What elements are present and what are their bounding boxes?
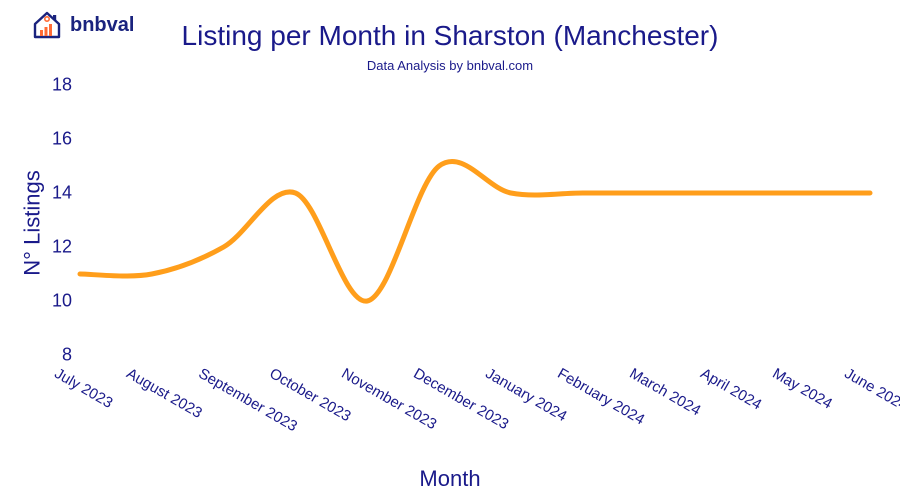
x-tick-label: May 2024 — [770, 365, 836, 413]
y-tick-label: 18 — [32, 75, 72, 96]
y-tick-label: 12 — [32, 237, 72, 258]
series-line — [80, 161, 870, 301]
chart-plot — [0, 70, 900, 365]
x-tick-label: August 2023 — [123, 365, 204, 422]
x-axis-title: Month — [0, 466, 900, 492]
chart-container: bnbval Listing per Month in Sharston (Ma… — [0, 0, 900, 500]
chart-area: N° Listings Month 81012141618July 2023Au… — [0, 70, 900, 500]
y-tick-label: 14 — [32, 183, 72, 204]
y-tick-label: 16 — [32, 129, 72, 150]
y-tick-label: 8 — [32, 345, 72, 366]
y-tick-label: 10 — [32, 291, 72, 312]
x-tick-label: April 2024 — [698, 365, 765, 413]
chart-title: Listing per Month in Sharston (Mancheste… — [0, 20, 900, 52]
x-tick-label: June 2024 — [842, 365, 900, 415]
x-tick-label: July 2023 — [52, 365, 116, 412]
